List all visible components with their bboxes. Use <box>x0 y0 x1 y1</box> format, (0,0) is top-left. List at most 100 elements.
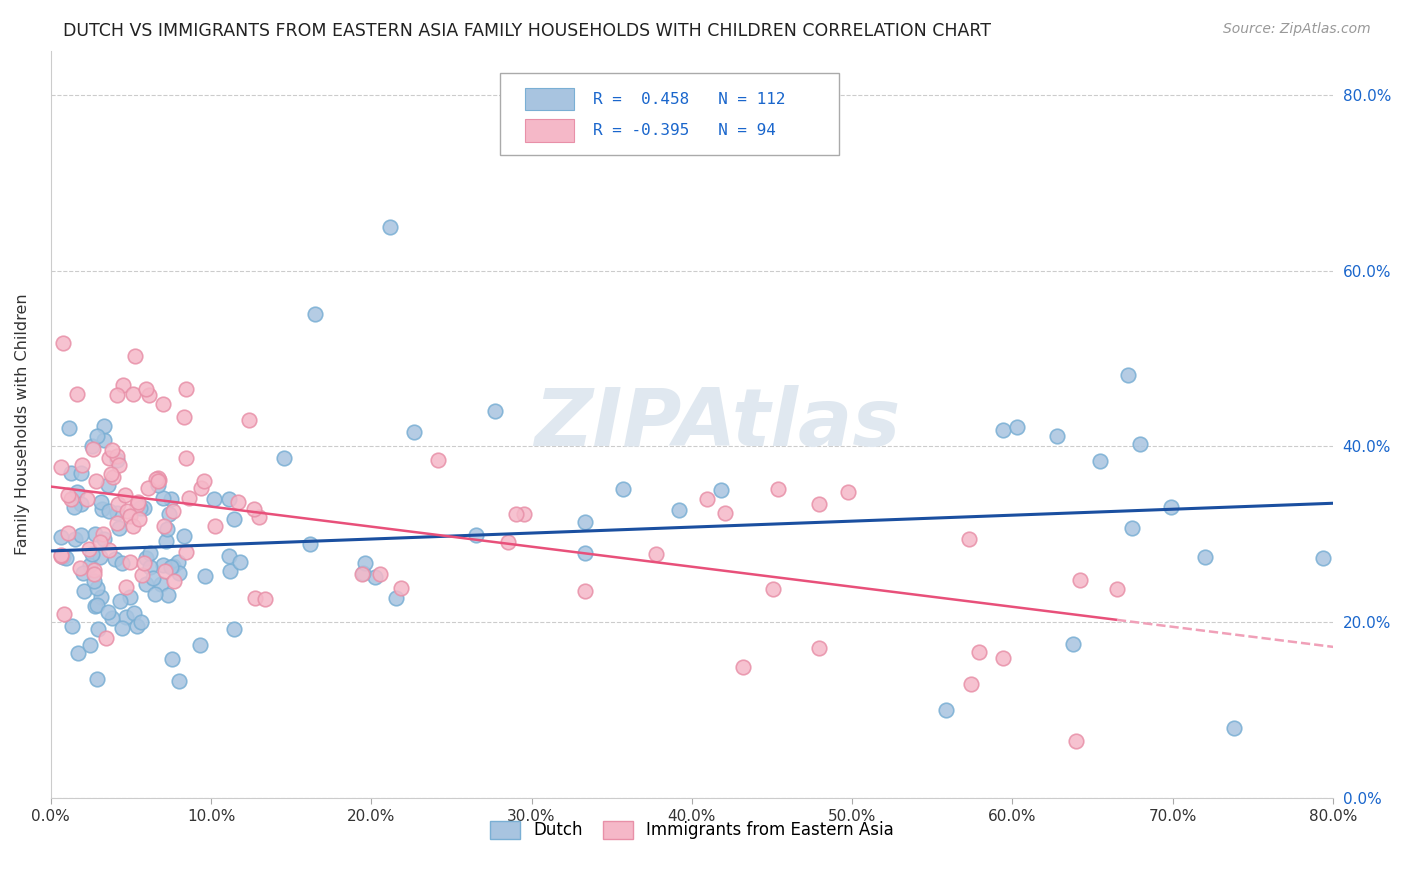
Y-axis label: Family Households with Children: Family Households with Children <box>15 293 30 555</box>
Point <box>1005 420 1028 434</box>
Point <box>426 452 449 467</box>
Point <box>177 491 200 505</box>
Point <box>114 610 136 624</box>
Point <box>167 555 190 569</box>
Point <box>86 581 108 595</box>
Point <box>389 581 412 595</box>
Point <box>157 507 180 521</box>
Point <box>173 409 195 424</box>
Point <box>87 622 110 636</box>
Text: R =  0.458   N = 112: R = 0.458 N = 112 <box>593 92 786 107</box>
Point <box>243 591 266 605</box>
Point <box>696 492 718 507</box>
Point <box>204 519 226 533</box>
Point <box>89 535 111 549</box>
FancyBboxPatch shape <box>499 73 839 155</box>
Point <box>505 508 527 522</box>
Point <box>51 549 73 563</box>
Point <box>59 467 82 481</box>
Point <box>173 529 195 543</box>
Point <box>105 388 128 402</box>
Point <box>1223 721 1246 735</box>
FancyBboxPatch shape <box>526 88 574 111</box>
Point <box>368 566 391 581</box>
Point <box>167 674 190 689</box>
Point <box>174 451 197 466</box>
Point <box>153 565 176 579</box>
Point <box>645 547 668 561</box>
Point <box>138 388 160 402</box>
Point <box>152 558 174 572</box>
Point <box>162 558 184 573</box>
Point <box>710 483 733 497</box>
Point <box>146 477 169 491</box>
Point <box>160 492 183 507</box>
Point <box>991 423 1014 437</box>
Point <box>131 568 153 582</box>
Point <box>108 593 131 607</box>
Point <box>91 502 114 516</box>
Point <box>124 349 146 363</box>
Point <box>243 502 266 516</box>
Point <box>111 377 134 392</box>
Point <box>127 618 149 632</box>
Point <box>967 645 990 659</box>
Point <box>218 549 240 563</box>
Point <box>129 615 152 629</box>
Text: Source: ZipAtlas.com: Source: ZipAtlas.com <box>1223 22 1371 37</box>
Point <box>152 491 174 506</box>
Point <box>97 450 120 465</box>
Point <box>128 511 150 525</box>
Point <box>111 556 134 570</box>
Point <box>83 567 105 582</box>
Point <box>229 556 252 570</box>
Point <box>762 582 785 597</box>
Point <box>80 547 103 561</box>
Point <box>218 491 240 506</box>
Point <box>960 677 983 691</box>
Point <box>121 518 143 533</box>
Point <box>226 495 249 509</box>
Point <box>105 516 128 530</box>
Point <box>837 484 859 499</box>
Point <box>101 470 124 484</box>
Text: DUTCH VS IMMIGRANTS FROM EASTERN ASIA FAMILY HOUSEHOLDS WITH CHILDREN CORRELATIO: DUTCH VS IMMIGRANTS FROM EASTERN ASIA FA… <box>63 22 991 40</box>
Point <box>60 491 83 506</box>
Point <box>465 528 488 542</box>
Point <box>105 506 128 520</box>
Point <box>1121 520 1143 534</box>
Point <box>49 530 72 544</box>
Point <box>167 566 190 581</box>
Point <box>162 504 184 518</box>
Point <box>122 607 145 621</box>
Point <box>1105 582 1128 596</box>
Point <box>89 550 111 565</box>
Point <box>612 482 634 496</box>
Point <box>120 508 142 523</box>
Point <box>299 537 322 551</box>
Point <box>1088 454 1111 468</box>
Point <box>152 397 174 411</box>
Point <box>105 449 128 463</box>
Point <box>128 501 150 516</box>
Point <box>190 482 212 496</box>
Point <box>202 491 225 506</box>
Point <box>188 638 211 652</box>
Point <box>108 521 131 535</box>
Point <box>135 551 157 566</box>
Point <box>58 421 80 435</box>
Point <box>1069 573 1091 587</box>
Point <box>1116 368 1139 383</box>
Point <box>51 459 73 474</box>
Point <box>957 533 980 547</box>
Point <box>138 546 160 560</box>
Point <box>120 591 142 605</box>
Point <box>101 610 124 624</box>
Point <box>97 605 120 619</box>
Point <box>100 467 122 481</box>
Point <box>238 413 260 427</box>
Point <box>148 471 170 485</box>
Point <box>160 559 183 574</box>
Point <box>1046 429 1069 443</box>
Point <box>935 703 957 717</box>
